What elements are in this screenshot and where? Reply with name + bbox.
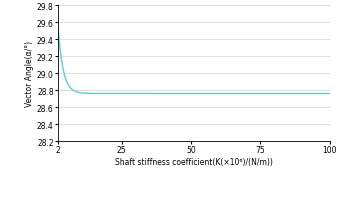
Axial vibration vector Angle bbox=[188, 93, 192, 95]
Axial vibration vector Angle bbox=[56, 23, 60, 26]
Axial vibration vector Angle bbox=[70, 88, 74, 91]
X-axis label: Shaft stiffness coefficient(K(×10⁶)/(N/m)): Shaft stiffness coefficient(K(×10⁶)/(N/m… bbox=[115, 157, 273, 166]
Axial vibration vector Angle bbox=[320, 93, 324, 95]
Axial vibration vector Angle bbox=[328, 93, 332, 95]
Axial vibration vector Angle bbox=[320, 93, 324, 95]
Y-axis label: Vector Angle(α/°): Vector Angle(α/°) bbox=[25, 41, 34, 107]
Axial vibration vector Angle bbox=[226, 93, 230, 95]
Axial vibration vector Angle bbox=[270, 93, 274, 95]
Line: Axial vibration vector Angle: Axial vibration vector Angle bbox=[58, 25, 330, 94]
Axial vibration vector Angle bbox=[181, 93, 185, 95]
